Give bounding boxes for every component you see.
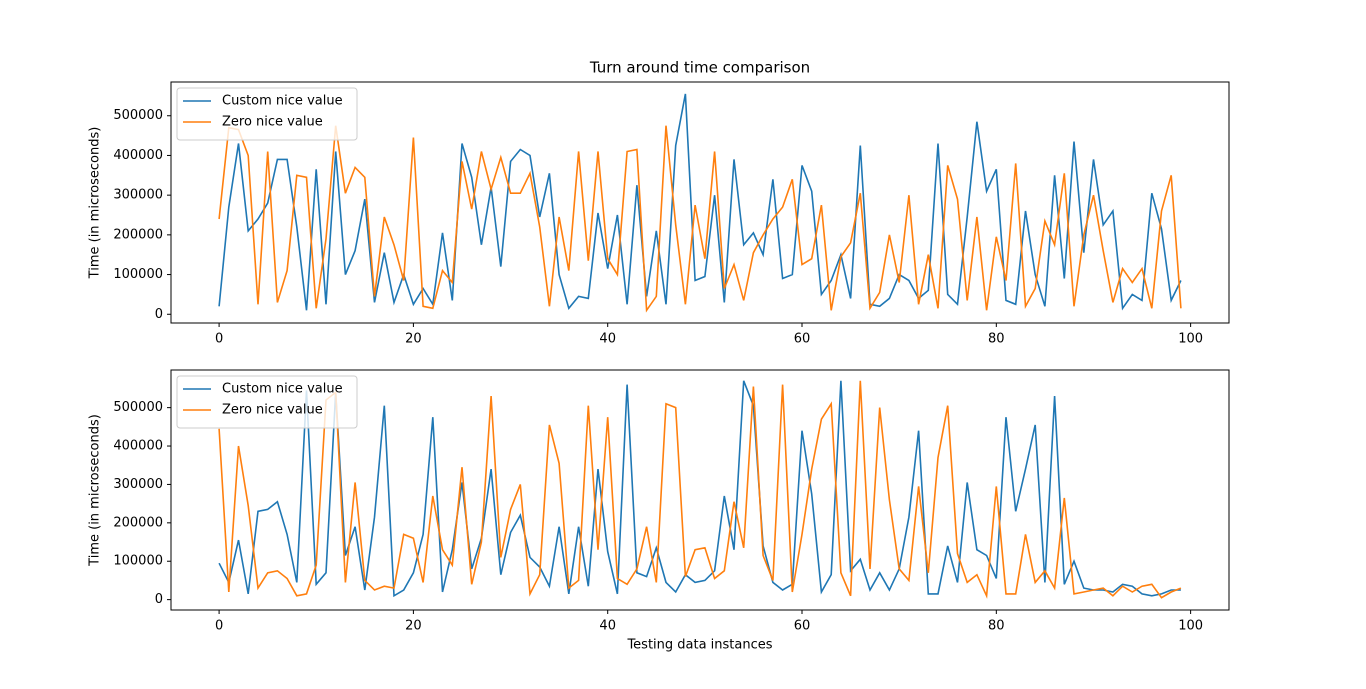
y-tick-label: 0 [155, 592, 163, 607]
y-axis-label: Time (in microseconds) [88, 127, 103, 280]
y-tick-label: 400000 [113, 148, 163, 163]
x-tick-label: 0 [215, 619, 223, 634]
legend-label: Custom nice value [222, 94, 343, 109]
x-tick-label: 40 [599, 332, 616, 347]
y-tick-label: 300000 [113, 188, 163, 203]
x-tick-label: 60 [794, 619, 811, 634]
x-tick-label: 100 [1178, 619, 1203, 634]
y-tick-label: 500000 [113, 108, 163, 123]
legend: Custom nice value Zero nice value [176, 375, 358, 429]
x-tick-label: 20 [405, 619, 422, 634]
x-tick-label: 80 [988, 332, 1005, 347]
legend-frame [176, 87, 358, 141]
y-tick-label: 300000 [113, 477, 163, 492]
y-axis-label: Time (in microseconds) [88, 414, 103, 567]
axes-frame [170, 369, 1230, 611]
x-tick-label: 100 [1178, 332, 1203, 347]
x-tick-label: 0 [215, 332, 223, 347]
x-axis-label: Testing data instances [626, 638, 772, 653]
series-line [218, 380, 1181, 598]
axes-frame [170, 81, 1230, 324]
legend-label: Zero nice value [222, 115, 323, 130]
y-tick-label: 400000 [113, 439, 163, 454]
y-tick-label: 0 [155, 307, 163, 322]
series-line [218, 125, 1182, 313]
y-tick-label: 200000 [113, 515, 163, 530]
chart-title: Turn around time comparison [589, 59, 810, 77]
series-line [218, 93, 1182, 311]
y-tick-label: 200000 [113, 227, 163, 242]
series-line [218, 380, 1182, 599]
y-tick-label: 100000 [113, 267, 163, 282]
x-tick-label: 60 [794, 332, 811, 347]
x-tick-label: 20 [405, 332, 422, 347]
legend: Custom nice value Zero nice value [176, 87, 358, 141]
legend-label: Zero nice value [222, 403, 323, 418]
legend-label: Custom nice value [222, 382, 343, 397]
x-tick-label: 80 [988, 619, 1005, 634]
x-tick-label: 40 [599, 619, 616, 634]
y-tick-label: 500000 [113, 400, 163, 415]
y-tick-label: 100000 [113, 554, 163, 569]
legend-frame [176, 375, 358, 429]
